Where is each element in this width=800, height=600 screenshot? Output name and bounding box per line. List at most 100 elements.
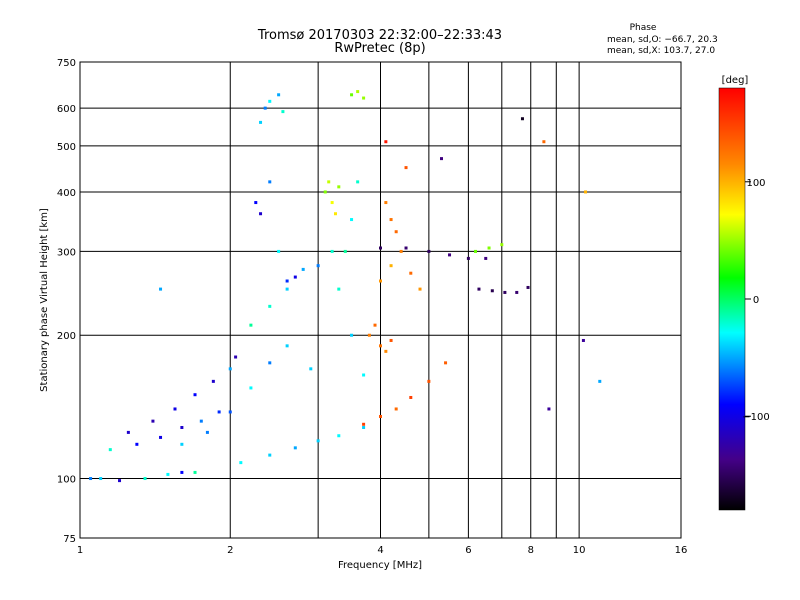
data-point bbox=[362, 425, 366, 429]
colorbar-label: [deg] bbox=[722, 75, 749, 86]
data-point bbox=[350, 333, 354, 337]
data-point bbox=[379, 344, 382, 348]
y-tick-label: 100 bbox=[57, 475, 76, 486]
data-point bbox=[281, 110, 285, 114]
data-point bbox=[418, 287, 422, 291]
data-point bbox=[268, 453, 272, 457]
data-point bbox=[285, 344, 289, 348]
data-point bbox=[343, 249, 347, 253]
data-point bbox=[444, 361, 448, 365]
data-point bbox=[268, 361, 272, 365]
data-point bbox=[108, 448, 112, 452]
data-point bbox=[384, 201, 388, 205]
colorbar-tick-label: 0 bbox=[753, 295, 759, 306]
data-point bbox=[268, 304, 272, 308]
colorbar-tick-label: 100 bbox=[746, 178, 765, 189]
data-point bbox=[285, 287, 289, 291]
data-point bbox=[277, 249, 281, 253]
data-point bbox=[520, 117, 524, 121]
data-point bbox=[99, 477, 103, 481]
data-point bbox=[199, 419, 203, 423]
data-point bbox=[409, 395, 413, 399]
data-point bbox=[327, 180, 331, 184]
data-point bbox=[323, 190, 327, 194]
y-tick-label: 200 bbox=[57, 331, 76, 342]
data-point bbox=[581, 338, 585, 342]
data-point bbox=[118, 479, 122, 483]
data-point bbox=[515, 290, 519, 294]
data-point bbox=[427, 249, 431, 253]
data-point bbox=[89, 477, 93, 481]
plot-frame bbox=[79, 61, 682, 539]
data-point bbox=[180, 425, 184, 429]
data-point bbox=[389, 264, 393, 268]
data-point bbox=[330, 249, 334, 253]
data-point bbox=[477, 287, 481, 291]
data-point bbox=[239, 461, 243, 465]
data-point bbox=[249, 386, 253, 390]
x-tick-label: 16 bbox=[675, 545, 688, 556]
data-point bbox=[173, 407, 177, 411]
data-point bbox=[384, 140, 388, 144]
data-point bbox=[350, 218, 354, 222]
data-point bbox=[159, 435, 163, 439]
data-point bbox=[490, 289, 494, 293]
data-point bbox=[277, 93, 281, 97]
data-point bbox=[254, 201, 258, 205]
phase-stats-o: mean, sd,O: −66.7, 20.3 bbox=[607, 35, 718, 45]
data-point bbox=[193, 393, 197, 397]
data-point bbox=[268, 99, 272, 103]
colorbar-tick-label: −100 bbox=[742, 412, 769, 423]
data-point bbox=[234, 355, 238, 359]
data-point bbox=[394, 230, 398, 234]
y-tick-label: 750 bbox=[57, 58, 76, 69]
data-point bbox=[373, 323, 377, 327]
x-tick-label: 4 bbox=[377, 545, 383, 556]
data-point bbox=[316, 264, 320, 268]
data-point bbox=[362, 373, 366, 377]
data-point bbox=[263, 106, 267, 110]
data-point bbox=[293, 275, 297, 279]
data-point bbox=[466, 256, 470, 260]
chart-subtitle: RwPretec (8p) bbox=[334, 41, 425, 56]
data-point bbox=[337, 185, 341, 189]
y-tick-label: 400 bbox=[57, 188, 76, 199]
data-point bbox=[166, 472, 170, 476]
x-tick-label: 8 bbox=[528, 545, 534, 556]
data-point bbox=[228, 410, 232, 414]
data-point bbox=[259, 212, 263, 216]
data-point bbox=[440, 157, 444, 161]
data-point bbox=[193, 470, 197, 474]
x-tick-label: 6 bbox=[465, 545, 471, 556]
colorbar bbox=[718, 87, 746, 511]
x-tick-label: 2 bbox=[227, 545, 233, 556]
data-point bbox=[427, 379, 431, 383]
data-point bbox=[500, 243, 504, 247]
data-point bbox=[330, 201, 334, 205]
data-point bbox=[389, 338, 393, 342]
data-point bbox=[309, 367, 313, 371]
data-point bbox=[356, 90, 360, 94]
x-axis-ticks: 1 2 4 6 8 10 16 bbox=[77, 545, 688, 556]
y-tick-label: 75 bbox=[63, 534, 76, 545]
data-point bbox=[362, 96, 366, 100]
data-point bbox=[159, 287, 163, 291]
data-point bbox=[268, 180, 272, 184]
data-point bbox=[211, 379, 215, 383]
data-point bbox=[448, 253, 452, 257]
y-tick-label: 600 bbox=[57, 104, 76, 115]
data-point bbox=[598, 379, 602, 383]
colorbar-ticks: 100 0 −100 bbox=[742, 178, 769, 423]
data-point bbox=[547, 407, 551, 411]
data-point bbox=[404, 246, 408, 250]
phase-heading: Phase bbox=[630, 23, 657, 33]
data-points bbox=[89, 90, 602, 483]
data-point bbox=[337, 434, 341, 438]
data-point bbox=[379, 246, 382, 250]
data-point bbox=[228, 367, 232, 371]
data-point bbox=[526, 285, 530, 289]
data-point bbox=[337, 287, 341, 291]
data-point bbox=[473, 249, 477, 253]
data-point bbox=[503, 290, 507, 294]
